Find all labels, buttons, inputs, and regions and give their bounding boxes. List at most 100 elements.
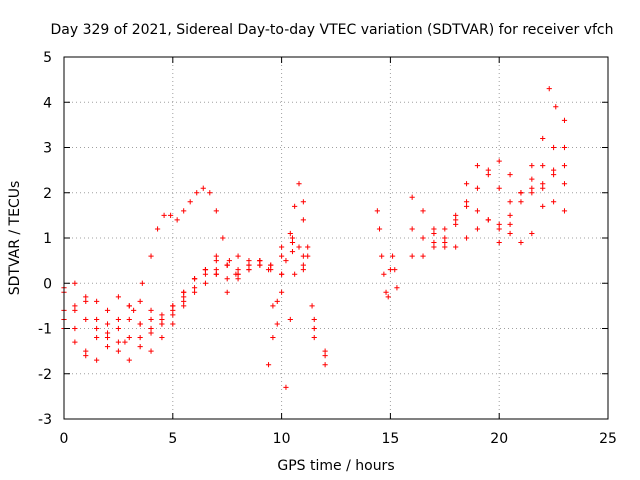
data-point [268, 262, 274, 268]
series-track8 [265, 217, 315, 390]
data-point [279, 271, 285, 277]
data-point [540, 163, 546, 169]
data-point [507, 212, 513, 218]
data-point [270, 334, 276, 341]
data-point [83, 298, 89, 304]
y-tick-label: 0 [43, 276, 52, 292]
data-point [94, 357, 100, 363]
y-tick-label: -3 [38, 412, 52, 428]
data-point [115, 294, 121, 300]
data-point [202, 267, 209, 273]
data-point [409, 226, 415, 232]
data-point [104, 321, 111, 327]
data-point [311, 316, 317, 323]
data-points [61, 86, 568, 390]
data-point [148, 307, 154, 313]
data-point [507, 199, 513, 205]
data-point [159, 312, 165, 318]
data-point [115, 316, 121, 323]
data-point [181, 294, 187, 300]
grid-lines [64, 57, 608, 419]
y-tick-label: 1 [43, 231, 52, 247]
data-point [279, 244, 285, 250]
data-point [104, 344, 111, 350]
data-point [292, 203, 298, 209]
data-point [270, 303, 276, 309]
data-point [540, 185, 546, 191]
data-point [213, 253, 219, 259]
data-point [83, 348, 89, 354]
data-point [300, 262, 306, 268]
data-point [540, 181, 546, 187]
data-point [94, 325, 100, 332]
data-point [529, 230, 535, 237]
data-point [226, 258, 232, 264]
data-point [409, 253, 415, 259]
data-point [561, 163, 568, 169]
data-point [561, 181, 568, 187]
data-point [139, 280, 145, 286]
data-point [181, 208, 187, 214]
data-point [191, 289, 198, 295]
data-point [187, 199, 193, 205]
data-point [279, 289, 285, 295]
data-point [159, 334, 165, 341]
data-point [474, 208, 481, 214]
data-point [137, 334, 143, 341]
data-point [394, 285, 400, 291]
series-track11 [409, 158, 568, 250]
data-point [126, 357, 132, 363]
y-tick-label: 4 [43, 95, 52, 111]
data-point [551, 167, 557, 173]
series-track6 [122, 185, 239, 345]
data-point [453, 221, 459, 228]
data-point [529, 190, 535, 196]
x-tick-label: 20 [490, 431, 508, 447]
y-tick-label: -2 [38, 367, 52, 383]
data-point [161, 212, 167, 218]
data-point [463, 235, 470, 241]
data-point [409, 194, 415, 200]
data-point [224, 262, 230, 268]
data-point [94, 316, 100, 323]
data-point [148, 253, 154, 259]
data-point [474, 226, 481, 232]
data-point [518, 199, 524, 205]
data-point [148, 348, 154, 354]
data-point [126, 303, 132, 309]
data-point [442, 235, 448, 241]
data-point [72, 325, 78, 332]
data-point [529, 163, 535, 169]
data-point [311, 325, 317, 332]
data-point [431, 244, 437, 250]
x-tick-label: 10 [273, 431, 291, 447]
data-point [420, 208, 426, 214]
series-track12 [409, 185, 568, 259]
data-point [485, 217, 491, 223]
data-point [83, 353, 89, 359]
data-point [322, 362, 328, 368]
data-point [170, 321, 176, 327]
data-point [431, 239, 437, 246]
data-point [376, 226, 383, 232]
data-point [137, 298, 143, 304]
y-axis-label: SDTVAR / TECUs [7, 181, 23, 296]
data-point [104, 330, 111, 336]
data-point [224, 289, 230, 295]
data-point [442, 239, 448, 246]
data-point [159, 321, 165, 327]
data-point [224, 276, 230, 282]
series-track7 [265, 181, 311, 368]
data-point [115, 348, 121, 354]
data-point [553, 104, 559, 110]
data-point [529, 176, 535, 182]
data-point [292, 271, 298, 277]
data-point [115, 325, 121, 332]
data-point [181, 303, 187, 309]
data-point [194, 190, 200, 196]
data-point [235, 253, 241, 259]
axis-ticks: 0 5 10 15 20 25 -3 -2 -1 0 1 2 3 4 5 [38, 50, 617, 447]
y-tick-label: 5 [43, 50, 52, 66]
data-point [283, 384, 289, 390]
data-point [385, 294, 391, 300]
